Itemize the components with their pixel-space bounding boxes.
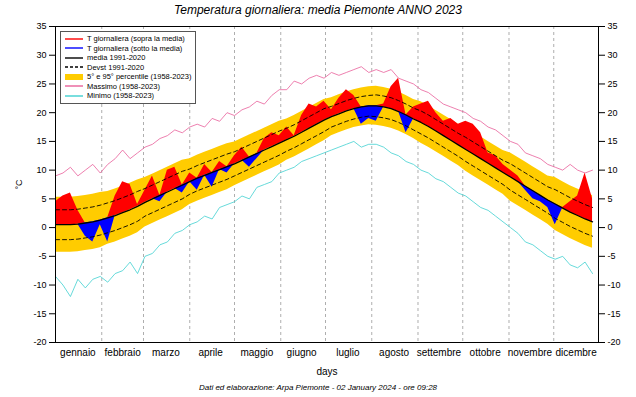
svg-text:25: 25: [36, 79, 46, 89]
svg-text:0: 0: [608, 222, 613, 232]
svg-text:-10: -10: [33, 280, 46, 290]
svg-text:25: 25: [608, 79, 618, 89]
svg-text:5: 5: [41, 194, 46, 204]
svg-text:agosto: agosto: [379, 347, 409, 358]
svg-text:settembre: settembre: [417, 347, 462, 358]
html-text:media 1991-2020: media 1991-2020: [87, 53, 146, 62]
html-text:Devst 1991-2020: Devst 1991-2020: [87, 62, 145, 72]
html-text:5° e 95° percentile (1958-2023: 5° e 95° percentile (1958-2023): [87, 72, 192, 81]
svg-text:15: 15: [36, 136, 46, 146]
svg-text:-10: -10: [608, 280, 621, 290]
svg-text:febbraio: febbraio: [105, 347, 142, 358]
svg-text:ottobre: ottobre: [470, 347, 502, 358]
svg-text:35: 35: [608, 21, 618, 31]
svg-text:10: 10: [36, 165, 46, 175]
svg-text:gennaio: gennaio: [60, 347, 96, 358]
svg-text:30: 30: [36, 50, 46, 60]
svg-text:30: 30: [608, 50, 618, 60]
html-text:T giornaliera (sopra la media): T giornaliera (sopra la media): [87, 34, 185, 43]
svg-text:novembre: novembre: [508, 347, 553, 358]
html-text:Temperatura giornaliera: media: Temperatura giornaliera: media Piemonte …: [174, 3, 462, 17]
svg-text:5: 5: [608, 194, 613, 204]
html-text:Minimo (1958-2023): Minimo (1958-2023): [87, 91, 155, 100]
svg-text:marzo: marzo: [152, 347, 180, 358]
svg-text:-20: -20: [608, 337, 621, 347]
svg-text:-15: -15: [608, 309, 621, 319]
svg-text:aprile: aprile: [198, 347, 223, 358]
svg-text:20: 20: [608, 108, 618, 118]
html-text:T giornaliera (sotto la media): T giornaliera (sotto la media): [87, 43, 183, 53]
svg-text:maggio: maggio: [240, 347, 273, 358]
svg-text:15: 15: [608, 136, 618, 146]
svg-text:0: 0: [41, 222, 46, 232]
svg-text:-20: -20: [33, 337, 46, 347]
svg-text:luglio: luglio: [336, 347, 360, 358]
svg-text:-5: -5: [38, 251, 46, 261]
svg-text:-15: -15: [33, 309, 46, 319]
html-text:Massimo (1958-2023): Massimo (1958-2023): [87, 81, 160, 91]
svg-text:-5: -5: [608, 251, 616, 261]
svg-text:10: 10: [608, 165, 618, 175]
svg-text:dicembre: dicembre: [556, 347, 598, 358]
svg-text:days: days: [316, 366, 337, 377]
svg-text:20: 20: [36, 108, 46, 118]
svg-text:°C: °C: [14, 179, 24, 190]
html-text:Dati ed elaborazione: Arpa Pie: Dati ed elaborazione: Arpa Piemonte - 02…: [199, 383, 437, 392]
svg-text:35: 35: [36, 21, 46, 31]
svg-text:giugno: giugno: [287, 347, 317, 358]
